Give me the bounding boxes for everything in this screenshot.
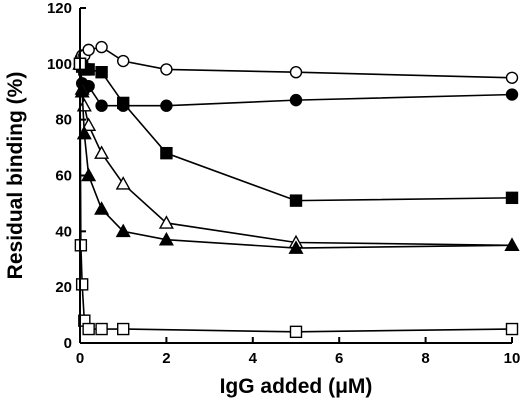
data-point-triangle	[115, 176, 131, 190]
data-point-square	[505, 191, 519, 205]
series-5	[72, 56, 520, 254]
x-tick-label: 10	[504, 350, 520, 367]
x-tick-label: 6	[335, 350, 343, 367]
data-point-triangle	[288, 240, 304, 254]
data-point-triangle	[504, 237, 520, 252]
data-point-square	[505, 322, 519, 336]
series-line	[79, 63, 513, 247]
series-3	[73, 57, 519, 207]
data-point-triangle	[158, 231, 174, 246]
y-tick-label: 0	[64, 335, 72, 352]
y-tick-label: 120	[47, 0, 72, 17]
data-point-square	[95, 322, 108, 336]
data-point-square	[289, 194, 303, 207]
y-tick-label: 80	[55, 112, 72, 129]
data-point-triangle	[76, 125, 92, 140]
data-point-circle	[95, 40, 108, 54]
x-tick-label: 2	[162, 350, 170, 367]
data-point-circle	[289, 93, 303, 107]
data-point-square	[82, 322, 95, 336]
data-point-circle	[160, 63, 173, 76]
series-1	[73, 40, 519, 84]
data-point-circle	[160, 99, 173, 112]
data-point-circle	[289, 66, 303, 79]
y-tick-label: 40	[55, 223, 72, 240]
x-tick-label: 4	[249, 350, 258, 367]
data-point-triangle	[81, 117, 97, 132]
y-tick-label: 60	[55, 168, 72, 185]
data-point-square	[116, 96, 130, 110]
data-point-square	[160, 146, 173, 160]
data-point-circle	[116, 54, 130, 68]
data-point-square	[289, 325, 303, 339]
series-line	[79, 63, 513, 202]
data-point-circle	[505, 88, 519, 101]
data-point-triangle	[158, 215, 174, 229]
data-point-circle	[505, 71, 519, 84]
y-axis-title: Residual binding (%)	[4, 72, 27, 280]
data-point-triangle	[94, 201, 110, 215]
series-line	[79, 63, 513, 249]
x-axis-ticks: 0 2 4 6 8 10	[76, 337, 520, 367]
data-point-triangle	[94, 145, 110, 159]
x-tick-label: 0	[76, 350, 84, 367]
x-axis-title: IgG added (μM)	[220, 375, 373, 398]
series-layer	[72, 40, 520, 339]
data-point-triangle	[115, 223, 131, 238]
series-4	[72, 56, 520, 252]
y-tick-label: 20	[55, 279, 72, 296]
data-point-square	[95, 66, 108, 79]
data-point-square	[116, 322, 130, 336]
data-point-triangle	[74, 83, 90, 98]
data-point-triangle	[81, 167, 97, 182]
y-tick-label: 100	[47, 56, 72, 73]
x-tick-label: 8	[421, 350, 429, 367]
data-point-circle	[95, 99, 108, 112]
data-point-circle	[82, 43, 95, 57]
data-point-square	[75, 278, 89, 291]
data-point-triangle	[76, 97, 92, 112]
